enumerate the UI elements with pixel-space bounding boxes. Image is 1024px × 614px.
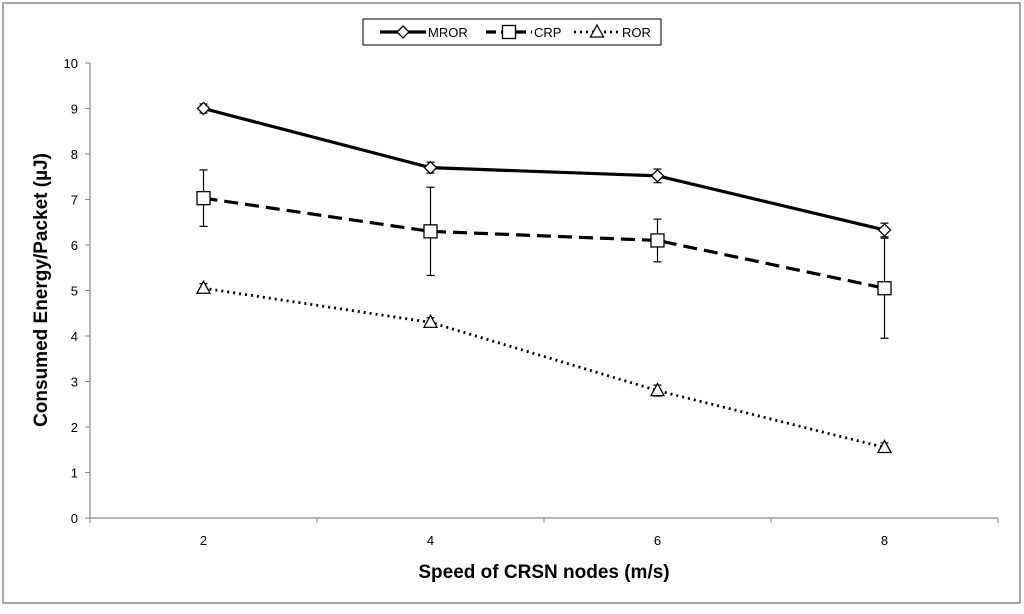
y-tick-label: 7	[71, 193, 78, 208]
x-axis-label: Speed of CRSN nodes (m/s)	[418, 562, 669, 583]
data-point-ror	[649, 382, 666, 397]
y-tick-label: 0	[71, 511, 78, 526]
data-point-mror	[877, 223, 892, 237]
axes: 0 1 2 3 4 5 6 7 8 9 10 2 4 6 8	[64, 56, 999, 548]
series-mror	[196, 101, 892, 238]
series-line-mror	[203, 106, 885, 232]
legend: MROR CRP ROR	[362, 18, 662, 46]
x-tick-label: 8	[881, 533, 888, 548]
x-tick-label: 6	[654, 533, 661, 548]
y-tick-label: 6	[71, 238, 78, 253]
x-tick-label: 4	[427, 533, 434, 548]
y-tick-label: 2	[71, 420, 78, 435]
y-tick-label: 8	[71, 147, 78, 162]
series-line-crp	[203, 196, 885, 290]
data-point-crp	[877, 281, 892, 296]
y-tick-label: 4	[71, 329, 78, 344]
series-crp	[196, 169, 892, 339]
legend-marker-crp	[501, 24, 517, 40]
y-tick-label: 3	[71, 375, 78, 390]
series-line-ror	[203, 286, 885, 449]
data-point-crp	[650, 233, 665, 248]
data-point-mror	[196, 101, 211, 116]
y-axis-label: Consumed Energy/Packet (µJ)	[31, 153, 52, 427]
data-point-ror	[195, 279, 212, 294]
y-tick-label: 9	[71, 102, 78, 117]
y-tick-label: 10	[64, 56, 78, 71]
data-point-mror	[423, 160, 438, 175]
legend-marker-ror	[589, 23, 605, 38]
chart-border	[2, 2, 1021, 604]
legend-marker-mror	[396, 25, 410, 39]
y-tick-label: 5	[71, 284, 78, 299]
legend-label-ror: ROR	[622, 25, 651, 40]
data-point-ror	[422, 313, 439, 329]
data-point-crp	[196, 190, 211, 206]
y-tick-label: 1	[71, 466, 78, 481]
legend-label-mror: MROR	[428, 25, 468, 40]
legend-label-crp: CRP	[534, 25, 561, 40]
data-point-ror	[876, 439, 893, 454]
series-layer	[195, 101, 893, 454]
data-point-crp	[423, 224, 438, 239]
data-point-mror	[650, 168, 665, 183]
x-tick-label: 2	[200, 533, 207, 548]
series-ror	[195, 279, 893, 454]
